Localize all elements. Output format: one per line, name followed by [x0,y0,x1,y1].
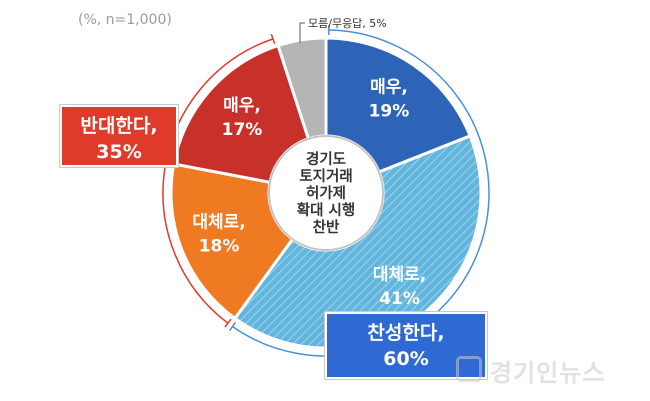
support-title: 찬성한다, [367,322,445,344]
support-total-box: 찬성한다, 60% [325,312,487,379]
oppose-bracket-tick-1 [270,33,276,44]
group-brackets [162,25,490,357]
oppose-percent: 35% [96,141,142,163]
dont-know-callout: 모름/무응답, 5% [299,17,387,43]
oppose-title: 반대한다, [80,115,158,137]
slice-label-somewhat-oppose: 대체로, 18% [192,212,245,256]
watermark-logo-icon [456,356,482,382]
oppose-bracket-tick-0 [224,318,232,328]
slice-labels: 매우, 19% 대체로, 41% 대체로, 18% 매우, 17% [192,77,426,308]
support-bracket-tick-1 [229,321,236,332]
sample-note: (%, n=1,000) [78,12,172,28]
donut-slices [169,36,483,350]
slice-label-very-oppose: 매우, 17% [222,96,263,140]
support-percent: 60% [383,348,429,370]
oppose-total-box: 반대한다, 35% [60,105,178,167]
support-bracket [232,29,490,357]
center-label: 경기도 토지거래 허가제 확대 시행 찬반 [297,150,355,236]
slice-label-very-support: 매우, 19% [369,77,410,121]
slice-label-somewhat-support: 대체로, 41% [373,265,426,309]
oppose-bracket [162,38,274,324]
donut-center: 경기도 토지거래 허가제 확대 시행 찬반 [268,135,384,251]
center-circle [268,135,384,251]
watermark: 경기인뉴스 [490,359,606,387]
slice-label-dont-know: 모름/무응답, 5% [308,17,387,30]
